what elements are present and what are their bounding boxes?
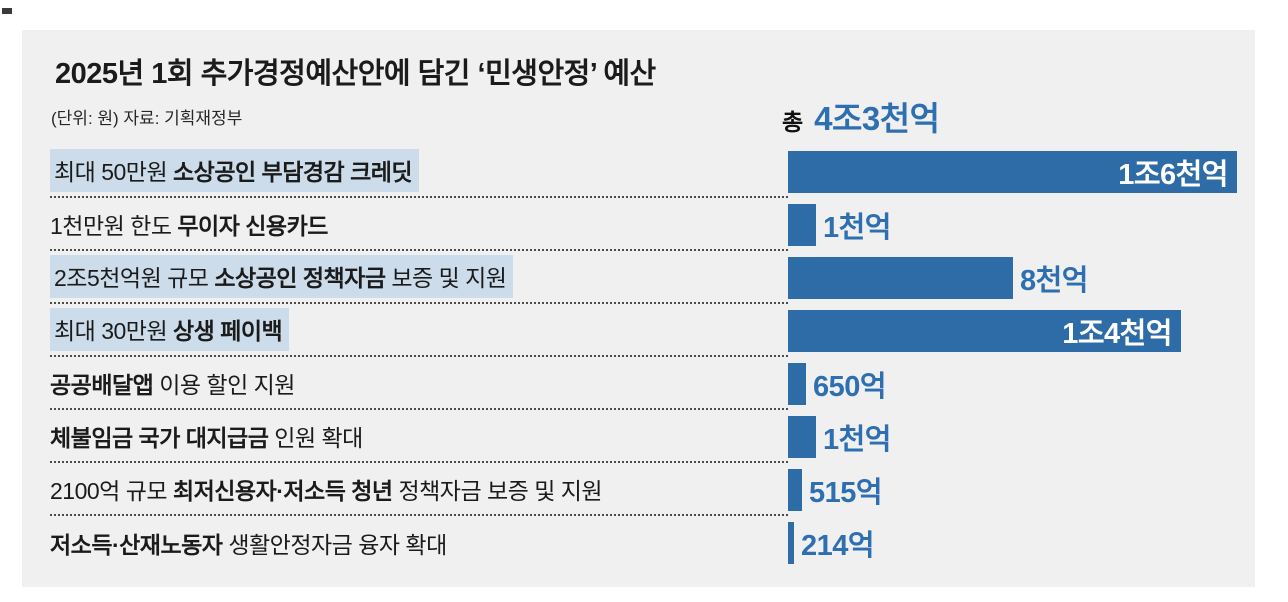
label-segment: 2100억 규모 (50, 477, 173, 504)
label-segment: 이용 할인 지원 (153, 371, 295, 398)
label-segment: 최대 50만원 (54, 159, 174, 185)
chart-row: 최대 30만원 상생 페이백 1조4천억 (50, 304, 1237, 357)
label-segment: 인원 확대 (268, 424, 363, 451)
row-label: 최대 30만원 상생 페이백 (50, 304, 788, 357)
bar-value-label: 1조4천억 (1062, 317, 1172, 350)
chart-row: 저소득·산재노동자 생활안정자금 융자 확대 214억 (50, 516, 1237, 569)
bar-value-label: 8천억 (1020, 264, 1089, 297)
row-label: 최대 50만원 소상공인 부담경감 크레딧 (50, 145, 788, 198)
screen-artifact (2, 8, 12, 14)
bar-value-label: 650억 (813, 370, 887, 403)
bar-cell: 1천억 (788, 410, 1237, 463)
total-prefix-label: 총 (782, 109, 804, 135)
bar-cell: 8천억 (788, 251, 1237, 304)
label-highlight: 2조5천억원 규모 소상공인 정책자금 보증 및 지원 (50, 255, 514, 298)
bar-cell: 650억 (788, 357, 1237, 410)
row-label: 저소득·산재노동자 생활안정자금 융자 확대 (50, 516, 788, 569)
chart-row: 최대 50만원 소상공인 부담경감 크레딧 1조6천억 (50, 145, 1237, 198)
label-highlight: 최대 30만원 상생 페이백 (50, 308, 290, 351)
label-segment-bold: 최저신용자·저소득 청년 (172, 477, 393, 504)
bar (788, 362, 806, 405)
row-label: 2100억 규모 최저신용자·저소득 청년 정책자금 보증 및 지원 (50, 463, 788, 516)
label-segment-bold: 소상공인 부담경감 크레딧 (173, 159, 413, 185)
label-highlight: 최대 50만원 소상공인 부담경감 크레딧 (50, 149, 420, 192)
label-segment-bold: 상생 페이백 (173, 318, 283, 344)
bar-cell: 1조4천억 (788, 304, 1237, 357)
label-segment: 생활안정자금 융자 확대 (222, 531, 447, 558)
chart-row: 1천만원 한도 무이자 신용카드 1천억 (50, 198, 1237, 251)
label-segment-bold: 소상공인 정책자금 (214, 265, 386, 291)
chart-row: 2조5천억원 규모 소상공인 정책자금 보증 및 지원 8천억 (50, 251, 1237, 304)
total-budget: 총 4조3천억 (782, 92, 940, 140)
bar (788, 256, 1013, 299)
bar-cell: 1조6천억 (788, 145, 1237, 198)
chart-row: 공공배달앱 이용 할인 지원 650억 (50, 357, 1237, 410)
label-segment-bold: 무이자 신용카드 (177, 212, 328, 239)
chart-row: 2100억 규모 최저신용자·저소득 청년 정책자금 보증 및 지원 515억 (50, 463, 1237, 516)
bar (788, 203, 816, 246)
unit-and-source-note: (단위: 원) 자료: 기획재정부 (51, 109, 243, 128)
label-segment: 2조5천억원 규모 (54, 265, 215, 291)
bar (788, 415, 816, 458)
bar-value-label: 515억 (809, 476, 883, 509)
chart-title: 2025년 1회 추가경정예산안에 담긴 ‘민생안정’ 예산 (55, 58, 656, 90)
infographic-panel: 2025년 1회 추가경정예산안에 담긴 ‘민생안정’ 예산 (단위: 원) 자… (22, 30, 1255, 587)
chart-rows: 최대 50만원 소상공인 부담경감 크레딧 1조6천억 1천만원 한도 무이자 신용… (50, 145, 1237, 569)
label-segment-bold: 체불임금 국가 대지급금 (50, 424, 269, 451)
bar-value-label: 1천억 (823, 211, 892, 244)
row-label: 공공배달앱 이용 할인 지원 (50, 357, 788, 410)
label-segment: 정책자금 보증 및 지원 (392, 477, 603, 504)
chart-row: 체불임금 국가 대지급금 인원 확대 1천억 (50, 410, 1237, 463)
bar-value-label: 1천억 (823, 423, 892, 456)
label-segment: 1천만원 한도 (50, 212, 178, 239)
total-value-label: 4조3천억 (814, 100, 940, 137)
label-segment-bold: 공공배달앱 (50, 371, 154, 398)
bar (788, 468, 802, 511)
bar-cell: 214억 (788, 516, 1237, 569)
bar-cell: 1천억 (788, 198, 1237, 251)
bar-cell: 515억 (788, 463, 1237, 516)
row-label: 2조5천억원 규모 소상공인 정책자금 보증 및 지원 (50, 251, 788, 304)
bar-value-label: 214억 (801, 529, 875, 562)
bar: 1조4천억 (788, 309, 1181, 352)
label-segment-bold: 저소득·산재노동자 (50, 531, 223, 558)
label-segment: 보증 및 지원 (385, 265, 507, 291)
bar-value-label: 1조6천억 (1118, 158, 1228, 191)
bar (788, 521, 794, 564)
row-label: 체불임금 국가 대지급금 인원 확대 (50, 410, 788, 463)
bar: 1조6천억 (788, 150, 1237, 193)
row-label: 1천만원 한도 무이자 신용카드 (50, 198, 788, 251)
label-segment: 최대 30만원 (54, 318, 174, 344)
